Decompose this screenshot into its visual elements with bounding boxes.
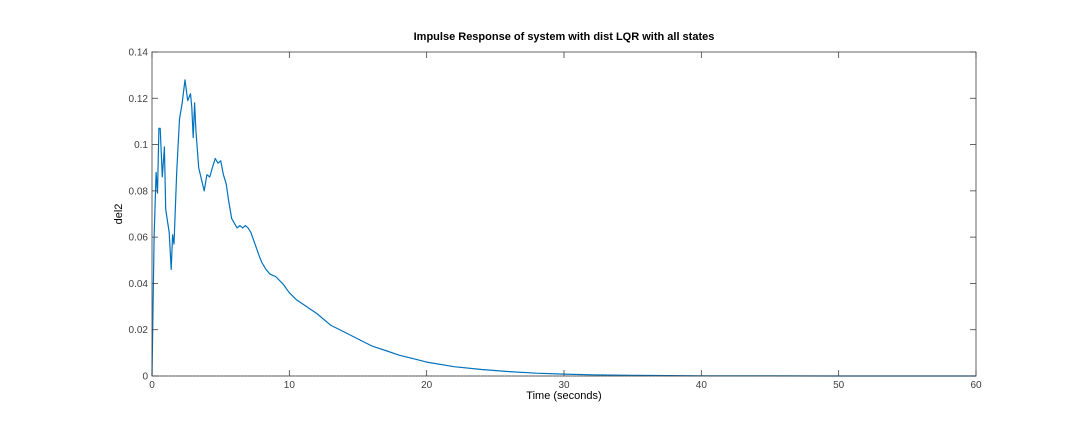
y-tick-label: 0.14 — [129, 48, 149, 59]
x-tick-label: 60 — [970, 380, 982, 391]
y-tick-label: 0.12 — [129, 94, 149, 105]
y-tick-label: 0.04 — [129, 279, 149, 290]
series-layer — [151, 79, 976, 377]
x-tick-label: 20 — [421, 380, 433, 391]
plot-area — [152, 52, 976, 376]
x-tick-label: 40 — [696, 380, 708, 391]
y-tick-label: 0.08 — [129, 186, 149, 197]
x-axis-label: Time (seconds) — [526, 390, 601, 402]
y-tick-label: 0.02 — [129, 325, 149, 336]
series-line-0 — [151, 79, 976, 377]
x-tick-label: 0 — [149, 380, 155, 391]
y-tick-label: 0 — [142, 372, 148, 383]
chart-title: Impulse Response of system with dist LQR… — [414, 31, 715, 43]
ticks-layer: 0 10 20 30 40 50 60 0 0.02 0.04 0.06 0.08 0.1 0.12 0.1… — [129, 48, 982, 392]
y-axis-label: del2 — [113, 204, 125, 225]
x-tick-label: 30 — [558, 380, 570, 391]
y-tick-label: 0.1 — [134, 140, 148, 151]
x-tick-label: 10 — [284, 380, 296, 391]
x-tick-label: 50 — [833, 380, 845, 391]
y-tick-label: 0.06 — [129, 233, 149, 244]
